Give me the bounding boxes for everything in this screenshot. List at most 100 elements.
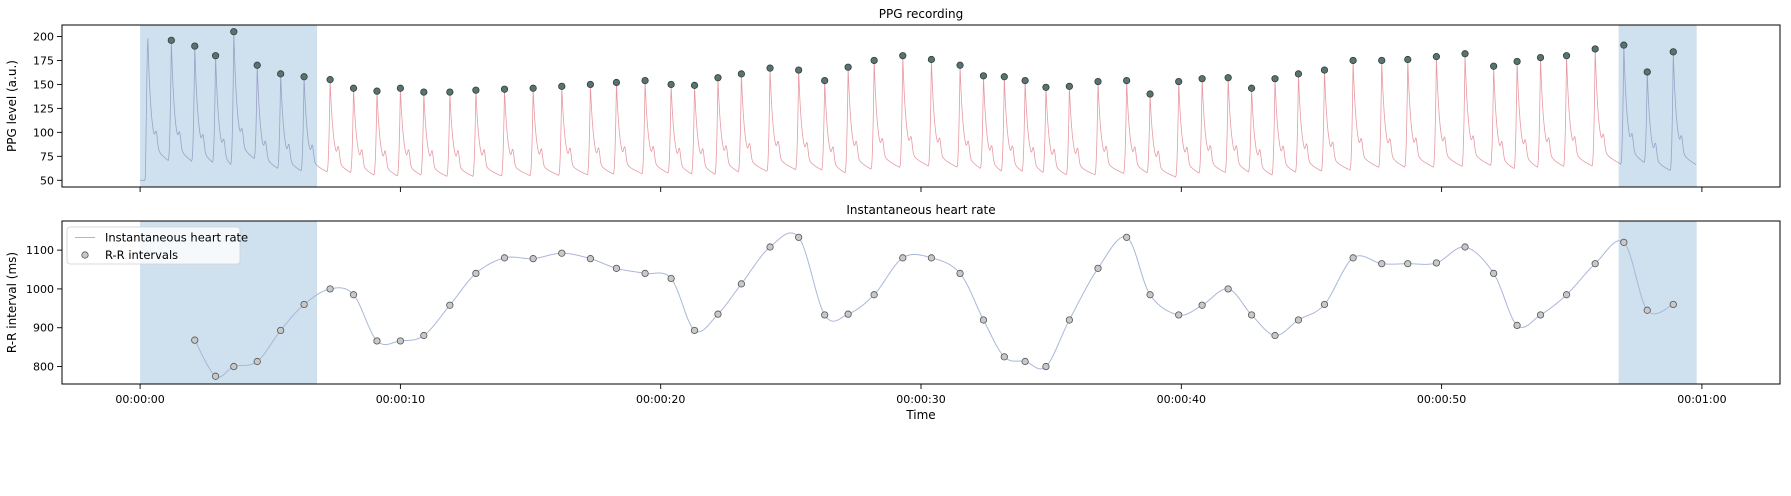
rr-interval-point — [979, 316, 988, 324]
rr-interval-point — [1669, 300, 1677, 309]
rr-interval-point — [1224, 285, 1232, 293]
rr-interval-point — [1042, 362, 1050, 371]
rr-interval-point — [1490, 269, 1498, 277]
rr-interval-point — [690, 326, 699, 335]
ppg-peak-marker — [253, 61, 261, 69]
ppg-peak-marker — [1461, 50, 1469, 58]
rr-interval-point — [1271, 331, 1279, 340]
ppg-peak-marker — [766, 64, 774, 72]
legend-point-swatch — [81, 251, 89, 259]
rr-interval-point — [714, 310, 722, 318]
ppg-peak-marker — [1669, 48, 1677, 56]
x-axis-label: Time — [905, 408, 935, 422]
x-tick-label: 00:00:00 — [115, 393, 164, 406]
axes-frame — [61, 24, 1781, 188]
rr-interval-point — [1461, 243, 1469, 251]
shaded-region — [1618, 25, 1697, 187]
ppg-peak-marker — [1146, 90, 1154, 98]
x-tick-label: 00:00:40 — [1157, 393, 1206, 406]
ppg-peak-marker — [844, 63, 852, 71]
x-tick-label: 00:00:30 — [896, 393, 945, 406]
rr-interval-point — [870, 291, 878, 299]
rr-interval-point — [844, 310, 852, 318]
rr-interval-point — [326, 285, 334, 293]
rr-interval-point — [1065, 316, 1073, 324]
x-tick-label: 00:01:00 — [1677, 393, 1726, 406]
shaded-region — [140, 25, 318, 187]
rr-interval-point — [612, 264, 621, 272]
rr-interval-point — [927, 254, 936, 262]
x-tick-label: 00:00:50 — [1417, 393, 1466, 406]
ppg-peak-marker — [420, 88, 428, 96]
plot-area — [191, 232, 1677, 380]
ppg-peak-marker — [1432, 53, 1441, 61]
rr-interval-point — [1536, 311, 1545, 319]
plot-area — [140, 28, 1697, 181]
y-tick-label: 75 — [40, 150, 54, 163]
ppg-signal-line — [140, 31, 318, 181]
rr-interval-point — [446, 301, 454, 309]
ppg-peak-marker — [1643, 68, 1651, 76]
rr-interval-point — [191, 336, 199, 344]
ppg-peak-marker — [277, 70, 285, 78]
rr-interval-point — [1094, 264, 1102, 272]
chart-title: PPG recording — [879, 7, 963, 21]
ppg-peak-marker — [714, 74, 722, 82]
rr-interval-point — [737, 280, 745, 288]
ppg-peak-marker — [612, 78, 621, 87]
y-tick-label: 1000 — [26, 283, 54, 296]
rr-interval-point — [277, 326, 285, 335]
ppg-peak-marker — [1065, 82, 1073, 90]
ppg-recording-panel: PPG recording 50 75 100 125 150 175 200 PPG leve… — [5, 7, 1781, 192]
y-tick-label: 175 — [33, 54, 54, 67]
heart-rate-line — [194, 232, 1674, 378]
rr-interval-point — [1432, 259, 1441, 267]
rr-interval-point — [667, 274, 675, 283]
ppg-peak-marker — [690, 81, 699, 89]
ppg-peak-marker — [529, 84, 537, 92]
x-tick-label: 00:00:10 — [376, 393, 425, 406]
ppg-peak-marker — [1620, 41, 1628, 49]
rr-interval-point — [420, 331, 428, 340]
rr-interval-point — [500, 254, 509, 262]
rr-interval-point — [1000, 353, 1008, 361]
ppg-peak-marker — [795, 66, 803, 74]
rr-interval-point — [300, 300, 308, 309]
legend-entry-heart-rate: Instantaneous heart rate — [105, 231, 248, 245]
rr-interval-point — [1378, 260, 1386, 268]
rr-interval-point — [230, 362, 238, 371]
rr-interval-point — [1021, 357, 1029, 366]
rr-interval-point — [641, 269, 649, 277]
ppg-peak-marker — [211, 52, 220, 60]
y-axis-label: PPG level (a.u.) — [5, 60, 19, 152]
rr-interval-point — [899, 254, 907, 262]
ppg-peak-marker — [1320, 66, 1329, 74]
rr-interval-point — [1562, 291, 1571, 299]
y-tick-label: 125 — [33, 102, 54, 115]
ppg-peak-marker — [1021, 76, 1029, 85]
rr-interval-point — [1320, 300, 1329, 309]
rr-interval-point — [1513, 321, 1521, 329]
ppg-peak-marker — [979, 72, 988, 80]
rr-interval-point — [795, 233, 803, 241]
ppg-peak-marker — [191, 42, 199, 50]
rr-interval-point — [1404, 260, 1412, 268]
ppg-peak-marker — [349, 84, 358, 92]
ppg-peak-marker — [500, 85, 509, 93]
ppg-peak-marker — [1042, 83, 1050, 91]
ppg-peak-marker — [1123, 76, 1131, 85]
ppg-peak-marker — [821, 76, 829, 85]
ppg-peak-marker — [300, 73, 308, 81]
ppg-peak-marker — [1198, 75, 1206, 83]
ppg-peak-marker — [1224, 74, 1232, 82]
legend-entry-rr-intervals: R-R intervals — [105, 248, 178, 262]
shaded-region — [1618, 221, 1697, 384]
ppg-peak-marker — [870, 56, 878, 65]
rr-interval-point — [1123, 233, 1131, 241]
y-axis-label: R-R interval (ms) — [5, 252, 19, 353]
y-tick-label: 100 — [33, 126, 54, 139]
rr-interval-point — [558, 249, 566, 257]
ppg-peak-marker — [1536, 53, 1545, 62]
ppg-peak-marker — [472, 86, 480, 94]
ppg-peak-marker — [558, 82, 566, 90]
